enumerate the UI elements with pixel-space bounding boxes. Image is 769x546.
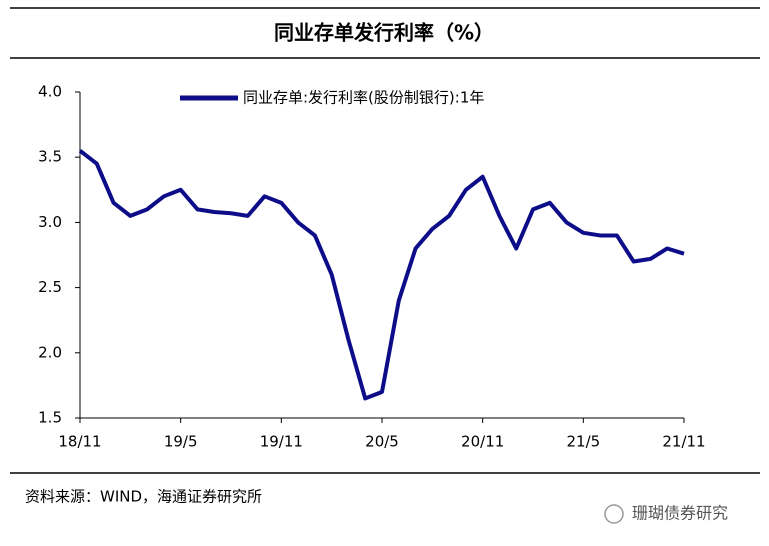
y-tick-label: 3.0 [38,213,62,231]
y-tick-label: 2.5 [38,278,62,296]
data-line [78,149,685,401]
y-tick-label: 3.5 [38,148,62,166]
source-note: 资料来源：WIND，海通证券研究所 [25,488,262,506]
watermark: 珊瑚债券研究 [632,504,728,523]
x-tick-label: 21/11 [662,433,705,451]
legend-label: 同业存单:发行利率(股份制银行):1年 [243,89,484,107]
x-tick-label: 19/11 [260,433,303,451]
chart-title: 同业存单发行利率（%） [274,21,494,45]
x-tick-label: 19/5 [164,433,198,451]
y-tick-label: 4.0 [38,83,62,101]
watermark-icon [604,504,624,524]
x-tick-label: 21/5 [566,433,600,451]
x-tick-label: 20/5 [365,433,399,451]
x-tick-label: 20/11 [461,433,504,451]
y-tick-label: 1.5 [38,409,62,427]
y-tick-label: 2.0 [38,343,62,361]
x-tick-label: 18/11 [58,433,101,451]
